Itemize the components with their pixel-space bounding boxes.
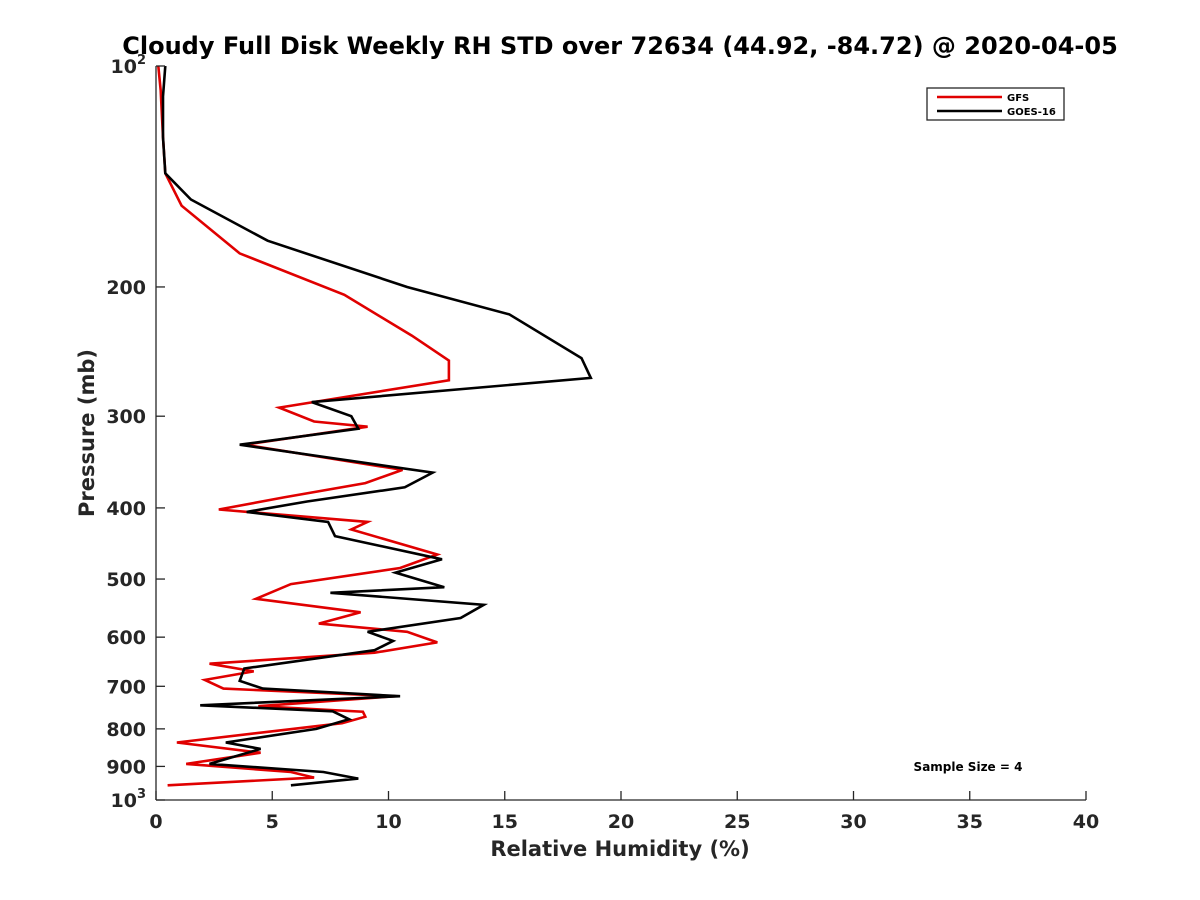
- legend-box: [926, 87, 1065, 121]
- series-line-1: [161, 65, 593, 787]
- y-tick-label: 200: [106, 277, 146, 299]
- axes: 0 5 10 15 20 25 30 35 40 102 200 300 400 500 600 700 800…: [106, 53, 1099, 833]
- y-tick-label: 600: [106, 627, 146, 649]
- x-tick-label: 0: [149, 811, 162, 833]
- x-tick-label: 20: [608, 811, 634, 833]
- x-tick-label: 30: [840, 811, 866, 833]
- x-tick-label: 15: [492, 811, 518, 833]
- x-tick-label: 10: [375, 811, 401, 833]
- y-tick-label: 103: [111, 787, 147, 812]
- legend: GFS GOES-16: [926, 87, 1065, 121]
- x-axis-label: Relative Humidity (%): [490, 837, 749, 861]
- x-tick-label: 5: [266, 811, 279, 833]
- chart-title: Cloudy Full Disk Weekly RH STD over 7263…: [122, 32, 1118, 60]
- x-tick-label: 25: [724, 811, 750, 833]
- y-tick-label: 800: [106, 719, 146, 741]
- x-tick-label: 40: [1073, 811, 1099, 833]
- y-tick-label: 900: [106, 756, 146, 778]
- series-line-0: [157, 65, 451, 787]
- legend-label-1: GOES-16: [1007, 107, 1056, 118]
- y-tick-label: 500: [106, 569, 146, 591]
- legend-label-0: GFS: [1007, 93, 1029, 104]
- y-tick-label: 300: [106, 406, 146, 428]
- y-tick-label: 400: [106, 498, 146, 520]
- y-axis-label: Pressure (mb): [75, 349, 99, 517]
- x-tick-label: 35: [957, 811, 983, 833]
- y-tick-label: 102: [111, 53, 147, 78]
- y-tick-label: 700: [106, 676, 146, 698]
- sample-size-annotation: Sample Size = 4: [914, 760, 1023, 774]
- plot-lines: [157, 65, 593, 787]
